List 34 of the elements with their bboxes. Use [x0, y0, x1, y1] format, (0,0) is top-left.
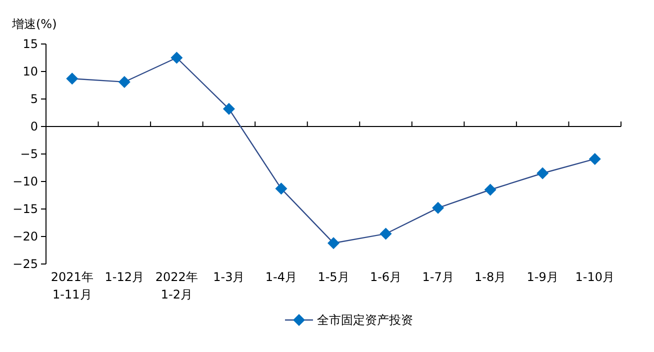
point: [275, 182, 288, 195]
x-tick-label: 2022年 1-2月: [155, 270, 198, 302]
x-tick-label: 1-12月: [104, 270, 144, 284]
x-tick-label: 1-9月: [526, 270, 558, 284]
y-tick-label: −10: [12, 174, 38, 188]
y-axis-title: 增速(%): [11, 17, 57, 31]
point: [588, 152, 601, 165]
legend: 全市固定资产投资: [285, 313, 413, 327]
x-tick-label: 1-8月: [474, 270, 506, 284]
y-tick-label: 0: [30, 120, 38, 134]
x-tick-label: 1-6月: [370, 270, 402, 284]
point: [380, 228, 392, 240]
y-tick-label: −5: [20, 147, 38, 161]
point: [170, 52, 183, 64]
y-tick-label: 15: [22, 37, 38, 51]
point: [328, 237, 340, 250]
y-tick-label: 5: [30, 92, 38, 106]
y-tick-label: −20: [12, 230, 38, 244]
x-tick-label: 1-7月: [422, 270, 454, 284]
x-tick-label: 1-10月: [575, 270, 614, 284]
x-tick-label: 1-3月: [213, 270, 245, 284]
point: [484, 184, 496, 196]
x-tick-label: 1-5月: [318, 270, 350, 284]
point: [536, 167, 549, 180]
x-tick-label: 1-4月: [265, 270, 298, 284]
y-tick-label: 10: [22, 64, 38, 78]
point: [222, 102, 235, 115]
point: [118, 76, 130, 88]
point: [432, 202, 444, 214]
x-tick-label: 2021年 1-11月: [50, 270, 94, 302]
y-tick-label: −25: [12, 257, 38, 271]
y-tick-label: −15: [12, 202, 38, 216]
point: [66, 72, 78, 85]
legend-label: 全市固定资产投资: [317, 313, 413, 327]
